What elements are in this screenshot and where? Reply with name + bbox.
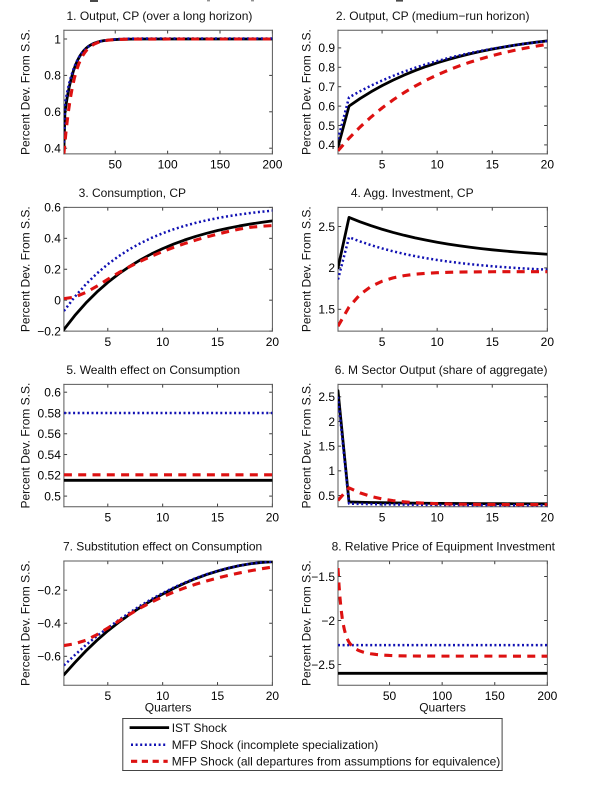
svg-text:5. Wealth effect on Consumptio: 5. Wealth effect on Consumption (66, 363, 240, 377)
svg-text:200: 200 (262, 158, 282, 172)
svg-text:−0.4: −0.4 (37, 617, 61, 631)
svg-text:50: 50 (109, 158, 123, 172)
svg-text:0.9: 0.9 (318, 41, 335, 55)
svg-text:15: 15 (211, 689, 225, 703)
svg-text:Percent Dev. From S.S.: Percent Dev. From S.S. (299, 560, 313, 686)
svg-text:15: 15 (486, 335, 500, 349)
svg-text:Percent Dev. From S.S.: Percent Dev. From S.S. (299, 383, 313, 509)
svg-text:5: 5 (379, 158, 386, 172)
svg-text:0.6: 0.6 (44, 386, 61, 400)
svg-text:20: 20 (541, 335, 555, 349)
svg-text:2: 2 (328, 415, 335, 429)
svg-text:0.5: 0.5 (318, 489, 335, 503)
svg-text:10: 10 (430, 158, 444, 172)
svg-text:Percent Dev. From S.S.: Percent Dev. From S.S. (19, 206, 33, 332)
svg-text:0.58: 0.58 (38, 406, 62, 420)
svg-text:20: 20 (541, 158, 555, 172)
svg-text:15: 15 (486, 158, 500, 172)
svg-text:0: 0 (54, 294, 61, 308)
svg-text:0.5: 0.5 (44, 489, 61, 503)
svg-text:20: 20 (266, 689, 280, 703)
svg-text:0.56: 0.56 (38, 427, 62, 441)
svg-text:0.8: 0.8 (318, 61, 335, 75)
svg-text:0.6: 0.6 (44, 201, 61, 215)
svg-text:2. Output, CP (medium−run hori: 2. Output, CP (medium−run horizon) (336, 9, 530, 23)
svg-text:20: 20 (266, 510, 280, 524)
svg-text:0.6: 0.6 (44, 105, 61, 119)
svg-text:Percent Dev. From S.S.: Percent Dev. From S.S. (299, 29, 313, 155)
svg-text:IST Shock: IST Shock (172, 721, 228, 735)
svg-text:3. Consumption, CP: 3. Consumption, CP (79, 186, 186, 200)
svg-text:150: 150 (485, 689, 505, 703)
svg-text:1. Output, CP (over a long hor: 1. Output, CP (over a long horizon) (67, 9, 253, 23)
svg-text:0.2: 0.2 (44, 263, 61, 277)
svg-text:−2.5: −2.5 (311, 658, 335, 672)
svg-text:Quarters: Quarters (145, 700, 192, 714)
svg-text:2.5: 2.5 (318, 390, 335, 404)
svg-text:−2: −2 (321, 614, 335, 628)
svg-text:0.5: 0.5 (318, 119, 335, 133)
svg-text:Percent Dev. From S.S.: Percent Dev. From S.S. (19, 560, 33, 686)
svg-text:1.5: 1.5 (318, 303, 335, 317)
svg-text:−0.2: −0.2 (37, 324, 61, 338)
svg-text:8. Relative Price of Equipment: 8. Relative Price of Equipment Investmen… (332, 540, 556, 554)
svg-text:10: 10 (156, 689, 170, 703)
svg-text:Percent Dev. From S.S.: Percent Dev. From S.S. (299, 206, 313, 332)
svg-text:20: 20 (266, 335, 280, 349)
svg-text:5: 5 (379, 510, 386, 524)
svg-text:10: 10 (156, 335, 170, 349)
svg-text:10: 10 (430, 510, 444, 524)
svg-text:0.8: 0.8 (44, 69, 61, 83)
svg-text:100: 100 (432, 689, 452, 703)
svg-text:−0.6: −0.6 (37, 650, 61, 664)
svg-text:5: 5 (379, 335, 386, 349)
svg-text:20: 20 (541, 510, 555, 524)
svg-text:15: 15 (486, 510, 500, 524)
svg-text:Quarters: Quarters (419, 700, 466, 714)
svg-text:10: 10 (156, 510, 170, 524)
svg-text:−1.5: −1.5 (311, 570, 335, 584)
svg-text:Percent Dev. From S.S.: Percent Dev. From S.S. (19, 383, 33, 509)
svg-text:0.52: 0.52 (38, 469, 62, 483)
svg-text:200: 200 (537, 689, 557, 703)
svg-text:MFP Shock (all departures from: MFP Shock (all departures from assumptio… (172, 755, 501, 769)
svg-text:0.4: 0.4 (318, 138, 335, 152)
svg-text:50: 50 (383, 689, 397, 703)
svg-text:MFP Shock (incomplete speciali: MFP Shock (incomplete specialization) (172, 738, 379, 752)
svg-text:4. Agg. Investment, CP: 4. Agg. Investment, CP (351, 186, 474, 200)
svg-text:1: 1 (328, 464, 335, 478)
svg-text:15: 15 (211, 510, 225, 524)
svg-text:1: 1 (54, 32, 61, 46)
svg-text:0.4: 0.4 (44, 142, 61, 156)
svg-text:5: 5 (104, 510, 111, 524)
svg-text:0.7: 0.7 (318, 80, 335, 94)
svg-text:0.6: 0.6 (318, 99, 335, 113)
svg-text:6. M Sector Output (share of a: 6. M Sector Output (share of aggregate) (335, 363, 548, 377)
svg-text:5: 5 (104, 335, 111, 349)
svg-text:100: 100 (158, 158, 178, 172)
svg-text:0.54: 0.54 (38, 448, 62, 462)
svg-text:7. Substitution effect on Cons: 7. Substitution effect on Consumption (63, 540, 262, 554)
svg-text:10: 10 (430, 335, 444, 349)
svg-text:Percent Dev. From S.S.: Percent Dev. From S.S. (19, 29, 33, 155)
svg-text:0.4: 0.4 (44, 232, 61, 246)
svg-text:150: 150 (210, 158, 230, 172)
svg-text:5: 5 (104, 689, 111, 703)
svg-text:1.5: 1.5 (318, 439, 335, 453)
svg-text:−0.2: −0.2 (37, 584, 61, 598)
svg-text:2: 2 (328, 261, 335, 275)
svg-text:2.5: 2.5 (318, 220, 335, 234)
svg-text:15: 15 (211, 335, 225, 349)
